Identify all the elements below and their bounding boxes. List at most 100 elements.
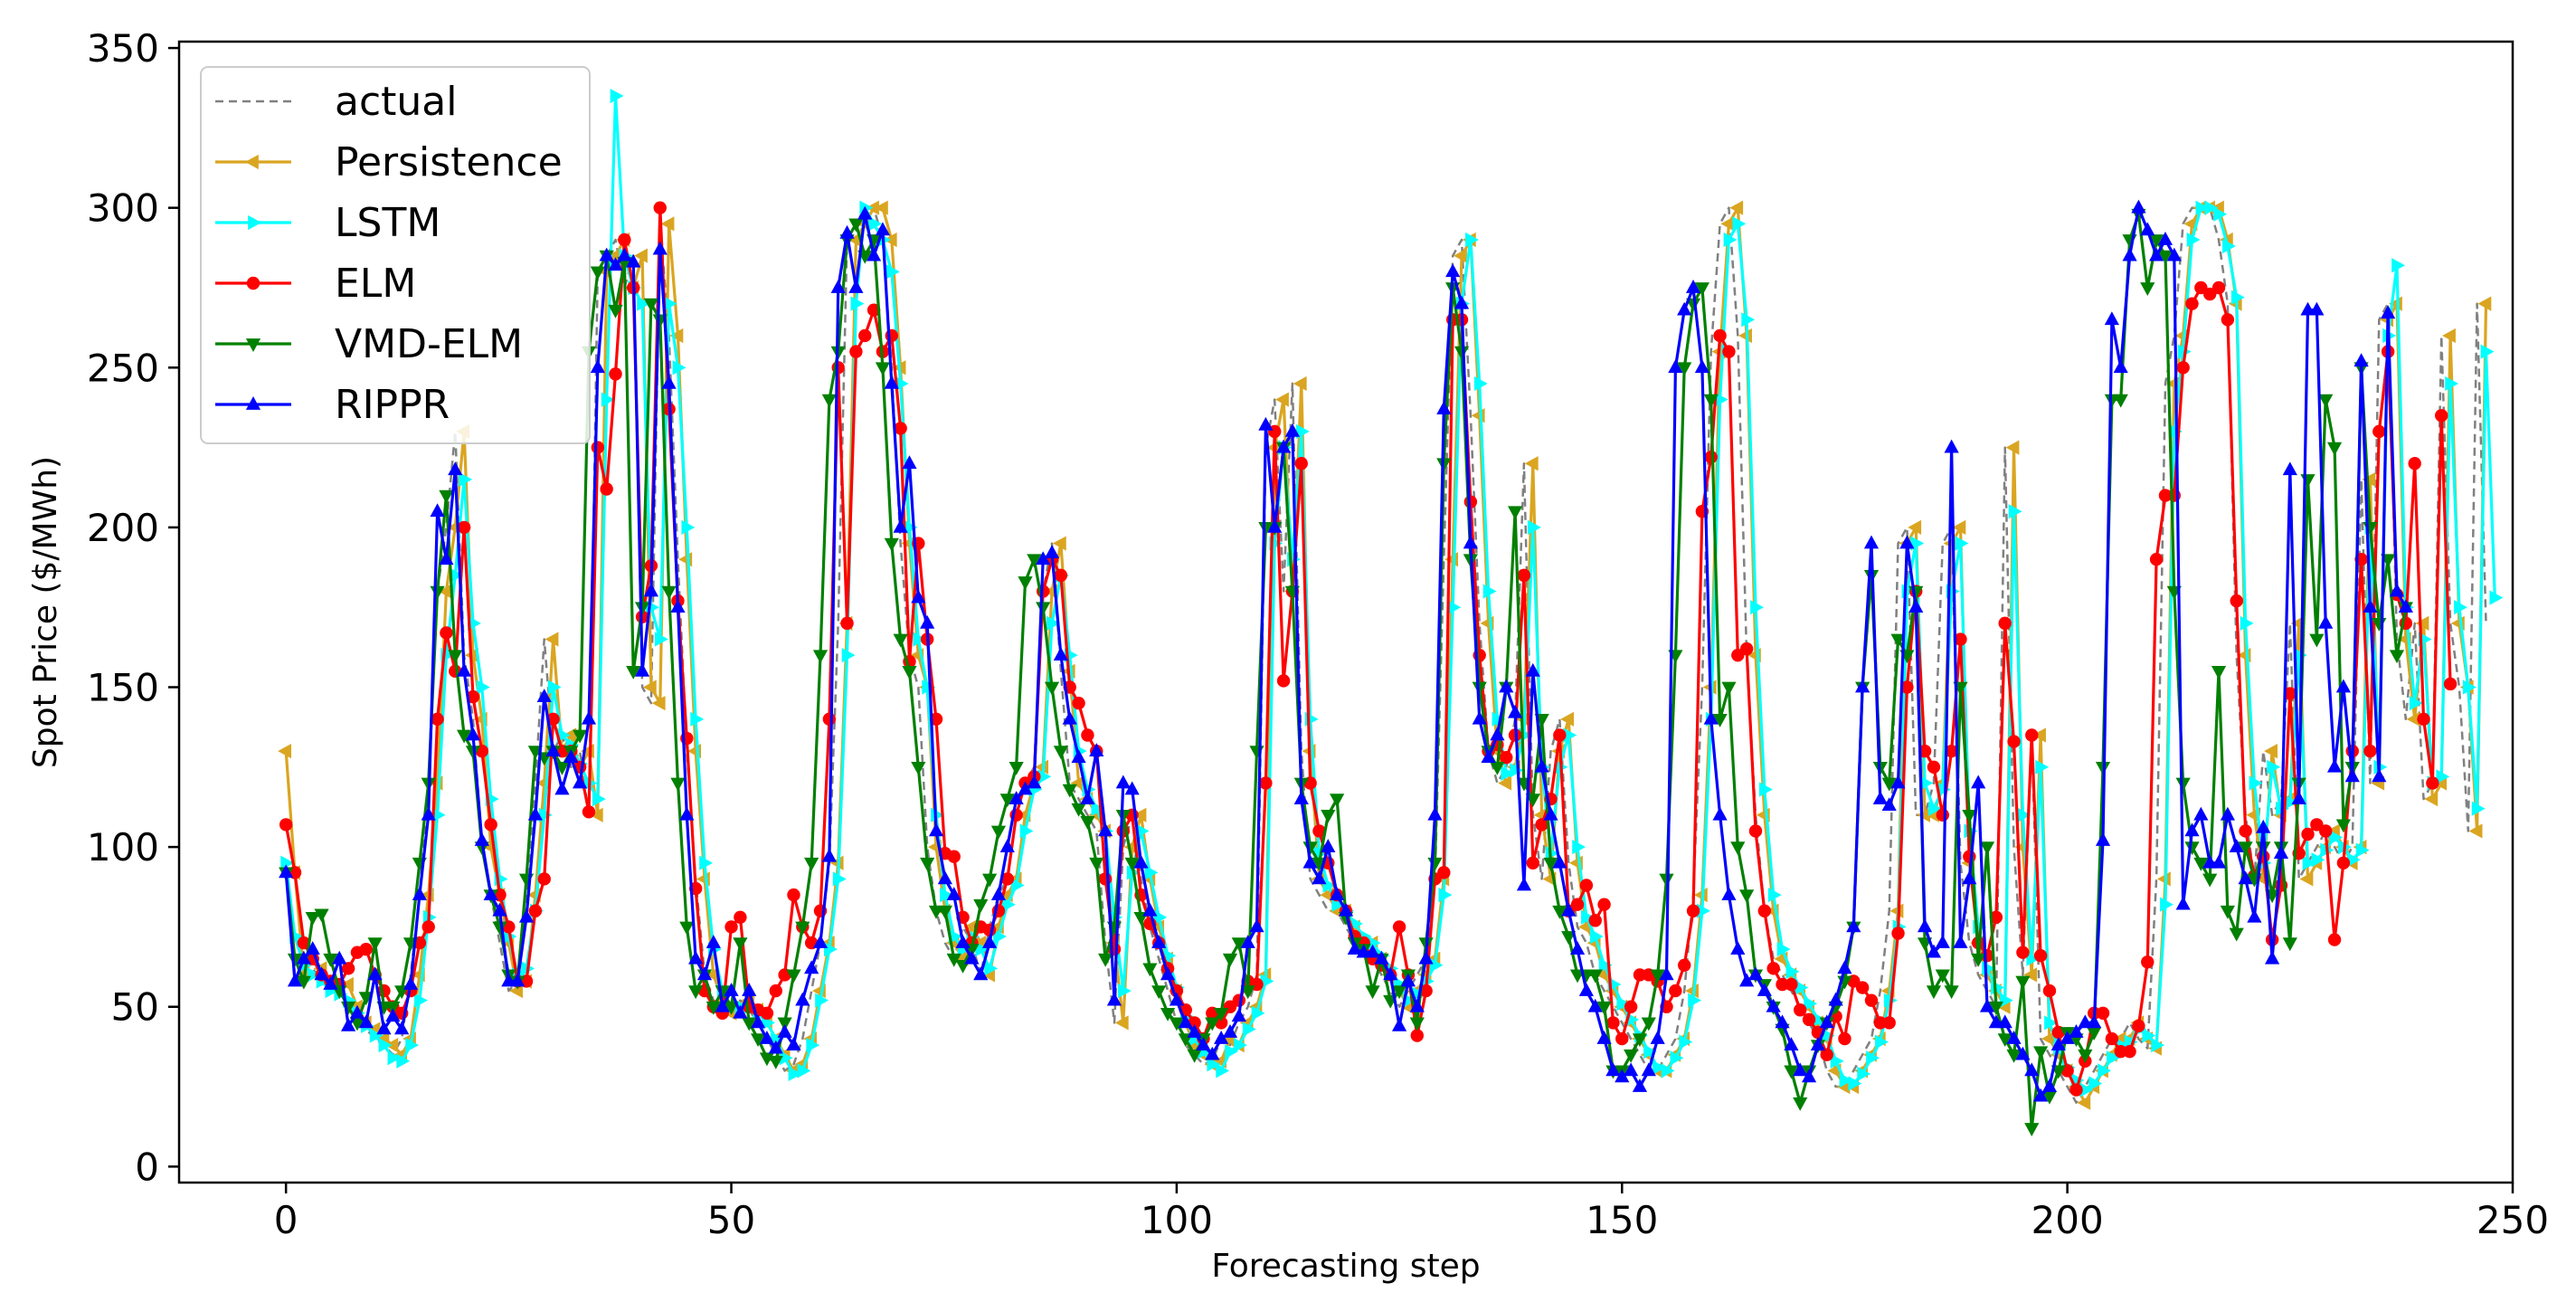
data-point-elm xyxy=(2132,1019,2145,1033)
data-point-vmd-elm xyxy=(1793,1097,1808,1111)
data-point-lstm xyxy=(770,1031,784,1047)
data-point-lstm xyxy=(2079,1082,2094,1098)
data-point-vmd-elm xyxy=(706,1001,721,1015)
data-point-lstm xyxy=(2026,951,2041,966)
data-point-lstm xyxy=(1091,801,1105,816)
data-point-elm xyxy=(653,201,667,214)
data-point-lstm xyxy=(2409,696,2423,711)
data-point-vmd-elm xyxy=(1561,931,1577,946)
data-point-vmd-elm xyxy=(1018,576,1033,590)
data-point-lstm xyxy=(1527,519,1541,535)
data-point-elm xyxy=(1312,824,1326,838)
data-point-vmd-elm xyxy=(1596,1001,1612,1015)
data-point-elm xyxy=(1900,680,1914,694)
data-point-vmd-elm xyxy=(643,298,659,312)
data-point-elm xyxy=(2033,949,2048,963)
data-point-vmd-elm xyxy=(1997,1033,2012,1048)
data-point-vmd-elm xyxy=(777,1017,792,1031)
data-point-persistence xyxy=(963,919,978,935)
data-point-rippr xyxy=(1596,1031,1612,1044)
data-point-persistence xyxy=(1720,216,1735,232)
data-point-rippr xyxy=(2291,791,2306,804)
data-point-rippr xyxy=(1668,359,1683,374)
data-point-elm xyxy=(2149,553,2164,566)
data-point-vmd-elm xyxy=(1971,953,1986,967)
plot-frame xyxy=(177,40,2514,1184)
data-point-persistence xyxy=(660,216,675,232)
data-point-rippr xyxy=(1784,1037,1799,1050)
data-point-lstm xyxy=(841,648,856,663)
data-point-vmd-elm xyxy=(2113,394,2128,408)
legend: actual Persistence LSTM ELM VMD-ELM RIPPR xyxy=(200,66,591,444)
data-point-rippr xyxy=(893,518,908,533)
plot-area xyxy=(278,88,2504,1136)
data-point-elm xyxy=(1776,977,1789,992)
series-group xyxy=(278,88,2504,1136)
data-point-persistence xyxy=(2442,328,2456,344)
data-point-vmd-elm xyxy=(1685,298,1701,312)
data-point-rippr xyxy=(2220,806,2235,821)
data-point-lstm xyxy=(378,1038,393,1053)
data-point-elm xyxy=(734,910,747,925)
data-point-rippr xyxy=(1899,535,1915,549)
data-point-rippr xyxy=(937,870,952,885)
data-point-rippr xyxy=(2122,247,2137,261)
data-point-vmd-elm xyxy=(1543,857,1558,871)
data-point-rippr xyxy=(1997,1014,2012,1029)
data-point-persistence xyxy=(1132,807,1147,822)
legend-marker-persistence xyxy=(245,154,259,170)
data-point-rippr xyxy=(1855,679,1870,693)
data-point-lstm xyxy=(2436,769,2450,784)
data-point-rippr xyxy=(2140,222,2155,236)
data-point-rippr xyxy=(848,279,864,293)
data-point-lstm xyxy=(2391,258,2405,273)
legend-label-actual: actual xyxy=(335,79,457,125)
data-point-lstm xyxy=(1910,536,1925,551)
data-point-vmd-elm xyxy=(1712,713,1728,727)
data-point-lstm xyxy=(2195,200,2210,215)
data-point-lstm xyxy=(1144,865,1159,880)
data-point-vmd-elm xyxy=(465,746,481,760)
legend-box xyxy=(200,66,591,444)
data-point-rippr xyxy=(1703,710,1719,725)
data-point-elm xyxy=(894,422,907,435)
data-point-elm xyxy=(769,984,782,998)
data-point-vmd-elm xyxy=(314,908,329,923)
data-point-vmd-elm xyxy=(1080,816,1095,830)
data-point-elm xyxy=(1963,850,1976,863)
x-tick-label: 200 xyxy=(2031,1198,2104,1242)
y-tick-label: 150 xyxy=(87,666,159,710)
data-point-elm xyxy=(1918,744,1932,758)
data-point-lstm xyxy=(1723,232,1738,248)
data-point-rippr xyxy=(1098,822,1113,837)
data-point-vmd-elm xyxy=(573,729,588,744)
data-point-rippr xyxy=(1427,806,1443,821)
data-point-vmd-elm xyxy=(2202,873,2218,888)
data-point-vmd-elm xyxy=(768,1055,783,1069)
data-point-rippr xyxy=(1926,944,1942,958)
data-point-vmd-elm xyxy=(2032,1046,2049,1060)
data-point-rippr xyxy=(928,822,944,837)
data-point-lstm xyxy=(468,615,481,631)
data-point-rippr xyxy=(358,1014,374,1029)
data-point-lstm xyxy=(2204,200,2219,215)
data-point-elm xyxy=(297,936,311,950)
data-point-rippr xyxy=(1463,535,1478,549)
data-point-rippr xyxy=(1187,1023,1202,1038)
data-point-rippr xyxy=(287,973,303,987)
data-point-lstm xyxy=(2489,590,2504,605)
data-point-persistence xyxy=(2077,1095,2091,1110)
data-point-vmd-elm xyxy=(2078,1049,2093,1063)
data-point-persistence xyxy=(669,328,684,344)
data-point-rippr xyxy=(1178,1014,1193,1029)
data-point-lstm xyxy=(1679,1034,1693,1050)
data-point-rippr xyxy=(457,662,472,677)
data-point-rippr xyxy=(536,689,552,702)
data-point-elm xyxy=(421,920,435,934)
data-point-elm xyxy=(822,712,837,727)
data-point-lstm xyxy=(547,680,562,695)
data-point-vmd-elm xyxy=(1694,282,1709,296)
data-point-vmd-elm xyxy=(2282,937,2297,952)
data-point-lstm xyxy=(1438,888,1453,903)
data-point-elm xyxy=(1535,818,1548,832)
